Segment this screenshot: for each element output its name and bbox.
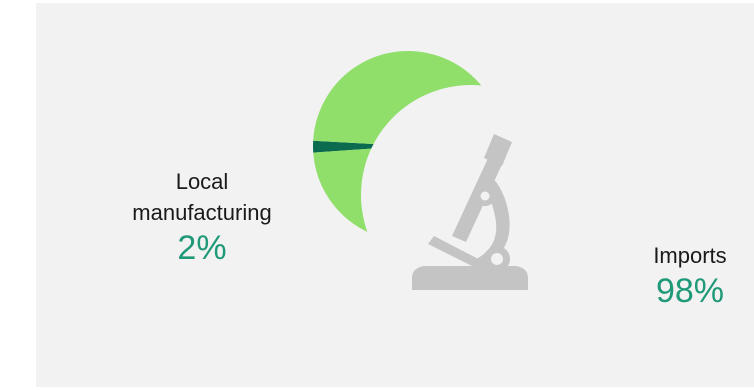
pie-slice-local-manufacturing (313, 140, 408, 153)
local-label-line2: manufacturing (132, 200, 272, 225)
imports-label-text: Imports (653, 243, 727, 268)
local-value: 2% (177, 229, 227, 267)
local-manufacturing-label: Local manufacturing 2% (112, 166, 292, 268)
local-label-line1: Local (175, 169, 229, 194)
imports-label: Imports 98% (630, 240, 750, 311)
microscope-icon (412, 134, 528, 290)
imports-value: 98% (655, 272, 725, 310)
